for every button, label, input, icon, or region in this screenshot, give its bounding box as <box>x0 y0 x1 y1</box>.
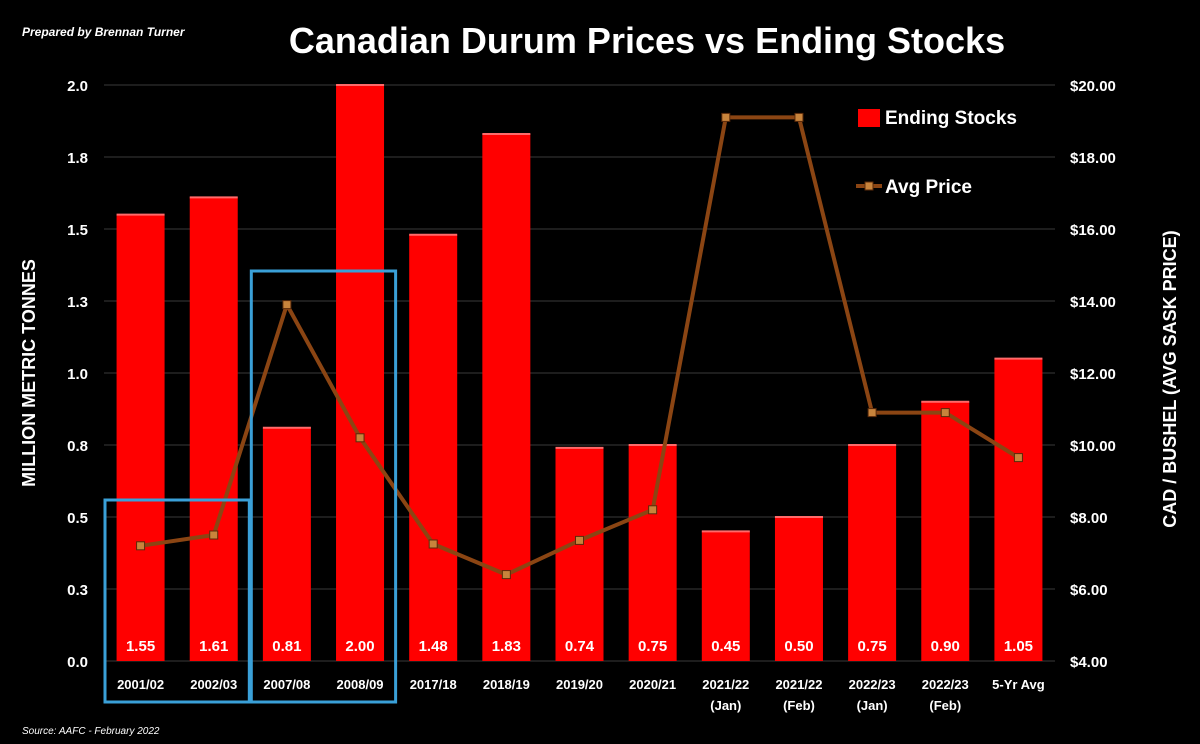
bar-value-label: 0.81 <box>272 638 301 655</box>
legend-marker-avg-price <box>864 181 874 191</box>
y-left-tick-label: 1.0 <box>67 366 88 383</box>
x-tick-label: 2022/23 <box>922 677 969 692</box>
ending-stocks-bar <box>116 214 165 661</box>
y-left-tick-label: 0.5 <box>67 510 88 527</box>
ending-stocks-bar <box>482 133 531 661</box>
avg-price-marker <box>282 300 292 310</box>
ending-stocks-bar <box>262 427 311 661</box>
bar-value-label: 0.45 <box>711 638 740 655</box>
avg-price-marker <box>501 570 511 580</box>
avg-price-marker <box>1013 453 1023 463</box>
x-tick-label: 2019/20 <box>556 677 603 692</box>
y-left-tick-label: 1.3 <box>67 294 88 311</box>
legend: Ending Stocks Avg Price <box>856 108 1017 198</box>
bar-value-label: 0.90 <box>931 638 960 655</box>
ending-stocks-bar <box>848 445 897 661</box>
x-tick-label: (Feb) <box>929 698 961 713</box>
price-line-layer <box>136 112 1023 580</box>
ending-stocks-bar <box>921 401 970 661</box>
bar-value-label: 0.75 <box>858 638 887 655</box>
highlight-box <box>103 498 251 704</box>
axis-layer: 0.0 0.3 0.5 0.8 1.0 1.3 1.5 1.8 2.0 $4.00 $6.00 $8.… <box>19 78 1180 713</box>
x-tick-label: 2021/22 <box>775 677 822 692</box>
ending-stocks-bar <box>189 197 238 661</box>
ending-stocks-bar <box>628 445 677 661</box>
avg-price-marker <box>428 539 438 549</box>
avg-price-marker <box>209 530 219 540</box>
bar-value-label: 0.50 <box>784 638 813 655</box>
grid-layer <box>104 84 1055 662</box>
bar-value-label: 1.83 <box>492 638 521 655</box>
highlight-box <box>249 269 398 704</box>
y-right-tick-label: $18.00 <box>1070 150 1116 167</box>
legend-label-avg-price: Avg Price <box>885 177 972 198</box>
avg-price-marker <box>575 535 584 545</box>
bar-value-label: 1.61 <box>199 638 228 655</box>
data-label-layer: 1.55 1.61 0.81 2.00 1.48 1.83 0.74 0.75 0.45 0.50… <box>126 638 1033 655</box>
bar-value-label: 2.00 <box>345 638 374 655</box>
chart-title: Canadian Durum Prices vs Ending Stocks <box>289 20 1005 61</box>
ending-stocks-bar <box>701 531 750 661</box>
x-tick-label: 2021/22 <box>702 677 749 692</box>
y-right-tick-label: $4.00 <box>1070 654 1108 671</box>
ending-stocks-bar <box>555 447 604 661</box>
legend-swatch-ending-stocks <box>858 109 880 127</box>
avg-price-marker <box>721 112 731 122</box>
x-tick-label: (Jan) <box>710 698 741 713</box>
bar-value-label: 1.48 <box>419 638 448 655</box>
x-tick-label: 2017/18 <box>410 677 457 692</box>
y-left-tick-label: 2.0 <box>67 78 88 95</box>
ending-stocks-bar <box>994 358 1043 661</box>
y-left-tick-label: 0.0 <box>67 654 88 671</box>
avg-price-marker <box>867 408 877 418</box>
x-tick-label: 2020/21 <box>629 677 676 692</box>
y-left-tick-label: 1.5 <box>67 222 88 239</box>
x-tick-label: (Feb) <box>783 698 815 713</box>
y-left-tick-label: 0.3 <box>67 582 88 599</box>
x-tick-label: (Jan) <box>857 698 888 713</box>
y-right-tick-label: $16.00 <box>1070 222 1116 239</box>
avg-price-marker <box>940 408 950 418</box>
avg-price-marker <box>794 112 804 122</box>
source-note: Source: AAFC - February 2022 <box>22 726 160 737</box>
highlight-box-layer <box>103 269 398 704</box>
ending-stocks-bar <box>409 234 458 661</box>
ending-stocks-bar <box>336 85 385 661</box>
y-left-axis-title: MILLION METRIC TONNES <box>19 259 39 487</box>
bar-value-label: 0.75 <box>638 638 667 655</box>
y-right-tick-label: $10.00 <box>1070 438 1116 455</box>
x-tick-label: 2008/09 <box>337 677 384 692</box>
legend-label-ending-stocks: Ending Stocks <box>885 108 1017 129</box>
y-right-tick-label: $8.00 <box>1070 510 1108 527</box>
avg-price-marker <box>355 433 365 443</box>
y-right-axis-title: CAD / BUSHEL (AVG SASK PRICE) <box>1160 230 1180 527</box>
bar-value-label: 1.55 <box>126 638 155 655</box>
ending-stocks-bar <box>774 517 823 661</box>
bar-layer <box>116 84 1043 661</box>
x-tick-label: 2002/03 <box>190 677 237 692</box>
bar-value-label: 0.74 <box>565 638 595 655</box>
x-tick-label: 5-Yr Avg <box>992 677 1045 692</box>
avg-price-marker <box>648 505 658 515</box>
x-tick-label: 2022/23 <box>849 677 896 692</box>
x-tick-label: 2007/08 <box>263 677 310 692</box>
bar-value-label: 1.05 <box>1004 638 1033 655</box>
y-right-tick-label: $12.00 <box>1070 366 1116 383</box>
y-right-tick-label: $6.00 <box>1070 582 1108 599</box>
y-left-tick-label: 1.8 <box>67 150 88 167</box>
y-right-tick-label: $14.00 <box>1070 294 1116 311</box>
y-left-tick-label: 0.8 <box>67 438 88 455</box>
y-right-tick-label: $20.00 <box>1070 78 1116 95</box>
x-tick-label: 2018/19 <box>483 677 530 692</box>
prepared-by-label: Prepared by Brennan Turner <box>22 25 186 39</box>
x-tick-label: 2001/02 <box>117 677 164 692</box>
avg-price-marker <box>136 541 146 551</box>
